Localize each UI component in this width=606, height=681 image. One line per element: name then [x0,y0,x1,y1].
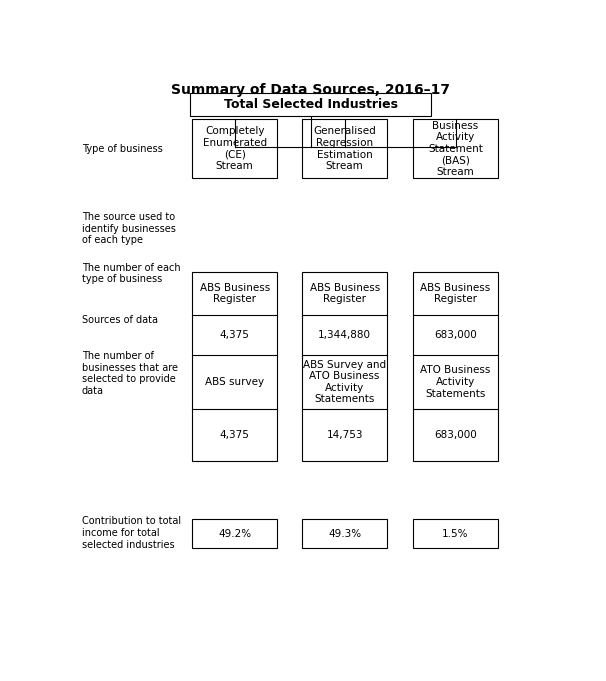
Text: ABS Business
Register: ABS Business Register [310,283,380,304]
Text: 49.2%: 49.2% [218,528,251,539]
Text: Total Selected Industries: Total Selected Industries [224,98,398,111]
Text: The number of
businesses that are
selected to provide
data: The number of businesses that are select… [82,351,178,396]
Text: Business
Activity
Statement
(BAS)
Stream: Business Activity Statement (BAS) Stream [428,121,483,177]
Text: Generalised
Regression
Estimation
Stream: Generalised Regression Estimation Stream [313,126,376,171]
Bar [190,93,431,116]
Bar [192,119,278,178]
Bar [302,519,387,548]
Bar [192,519,278,548]
Text: ABS Business
Register: ABS Business Register [421,283,491,304]
Bar [413,272,498,461]
Text: ABS survey: ABS survey [205,377,264,387]
Text: Type of business: Type of business [82,144,162,154]
Text: ABS Survey and
ATO Business
Activity
Statements: ABS Survey and ATO Business Activity Sta… [303,360,386,405]
Text: 49.3%: 49.3% [328,528,361,539]
Text: The number of each
type of business: The number of each type of business [82,263,181,284]
Text: 683,000: 683,000 [434,430,477,440]
Bar [413,519,498,548]
Bar [302,272,387,461]
Text: ABS Business
Register: ABS Business Register [199,283,270,304]
Text: 683,000: 683,000 [434,330,477,340]
Text: Sources of data: Sources of data [82,315,158,326]
Bar [413,119,498,178]
Text: 1.5%: 1.5% [442,528,469,539]
Text: 1,344,880: 1,344,880 [318,330,371,340]
Bar [192,272,278,461]
Text: 4,375: 4,375 [220,330,250,340]
Text: The source used to
identify businesses
of each type: The source used to identify businesses o… [82,212,176,245]
Text: 14,753: 14,753 [327,430,363,440]
Text: 4,375: 4,375 [220,430,250,440]
Text: Contribution to total
income for total
selected industries: Contribution to total income for total s… [82,516,181,550]
Text: Completely
Enumerated
(CE)
Stream: Completely Enumerated (CE) Stream [202,126,267,171]
Text: Summary of Data Sources, 2016–17: Summary of Data Sources, 2016–17 [171,83,450,97]
Text: ATO Business
Activity
Statements: ATO Business Activity Statements [421,366,491,398]
Bar [302,119,387,178]
